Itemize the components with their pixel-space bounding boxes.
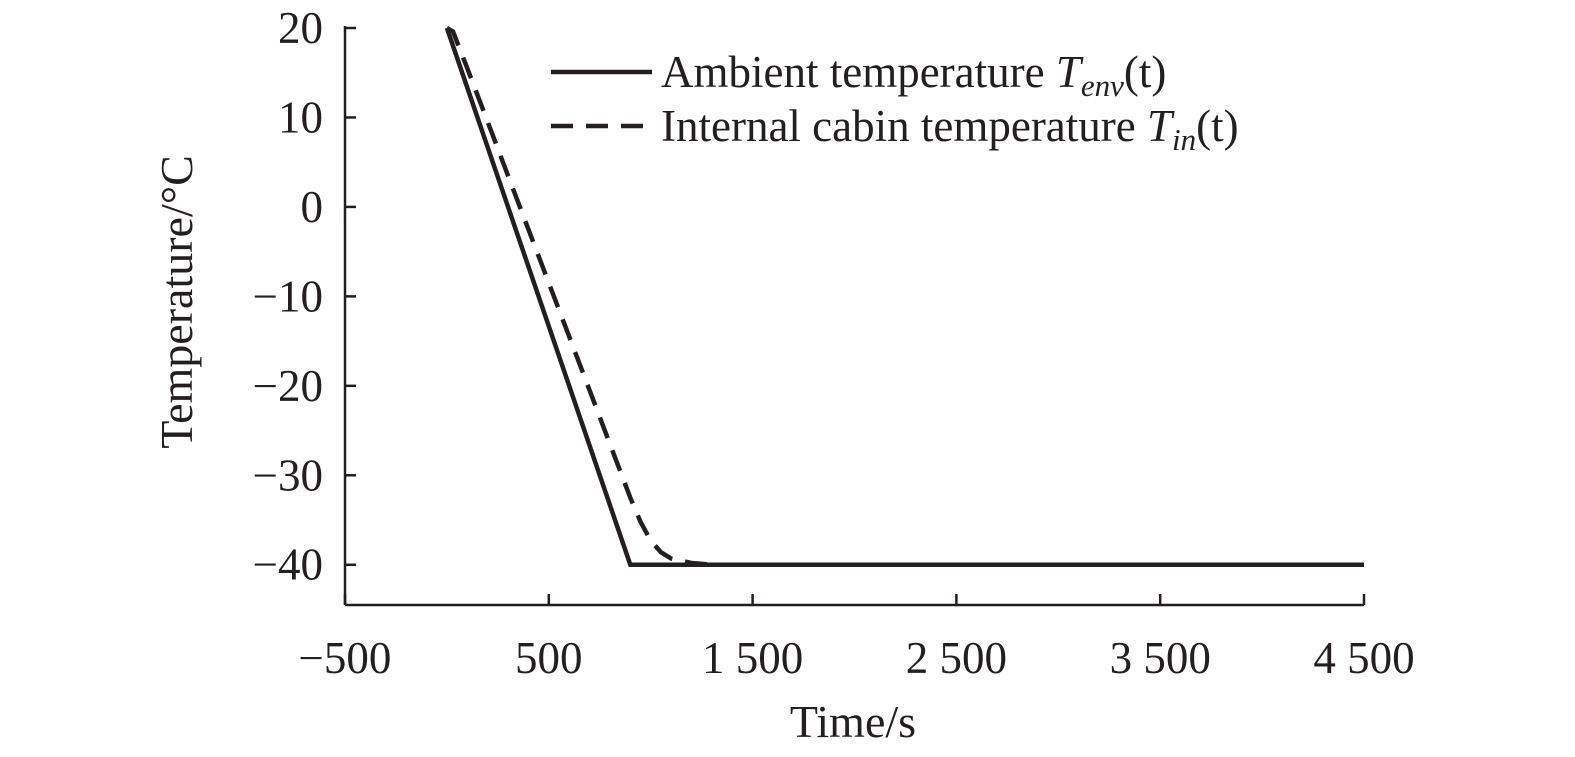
y-tick-label: 10 — [278, 92, 323, 142]
legend-label-internal: Internal cabin temperature Tin(t) — [661, 101, 1239, 157]
axes — [343, 26, 1364, 607]
x-tick-label: 1 500 — [702, 633, 803, 683]
legend-suffix-internal: (t) — [1196, 101, 1238, 151]
x-tick-label: −500 — [299, 633, 392, 683]
legend: Ambient temperature Tenv(t) Internal cab… — [551, 47, 1239, 157]
x-axis-ticks: −500 500 1 500 2 500 3 500 4 500 — [299, 594, 1415, 683]
x-tick-label: 500 — [515, 633, 583, 683]
series-group — [444, 26, 1364, 567]
y-tick-label: −30 — [253, 450, 323, 500]
legend-symbol-internal: T — [1147, 101, 1175, 151]
series-line-ambient — [444, 27, 1364, 567]
x-tick-label: 2 500 — [906, 633, 1007, 683]
legend-label-ambient: Ambient temperature Tenv(t) — [661, 47, 1166, 103]
y-tick-label: −10 — [253, 271, 323, 321]
y-tick-label: 20 — [278, 3, 323, 53]
x-tick-label: 4 500 — [1313, 633, 1414, 683]
y-tick-label: 0 — [301, 182, 324, 232]
x-tick-label: 3 500 — [1110, 633, 1211, 683]
legend-item-internal: Internal cabin temperature Tin(t) — [551, 101, 1239, 157]
x-axis-title: Time/s — [790, 696, 916, 747]
y-tick-label: −20 — [253, 361, 323, 411]
y-axis-title: Temperature/°C — [151, 155, 202, 449]
legend-suffix-ambient: (t) — [1124, 47, 1166, 97]
legend-subscript-ambient: env — [1081, 68, 1124, 103]
legend-prefix-internal: Internal cabin temperature — [661, 101, 1147, 151]
legend-prefix-ambient: Ambient temperature — [661, 47, 1056, 97]
y-tick-label: −40 — [253, 540, 323, 590]
legend-subscript-internal: in — [1172, 122, 1196, 157]
y-axis-ticks: 20 10 0 −10 −20 −30 −40 — [253, 3, 356, 590]
legend-item-ambient: Ambient temperature Tenv(t) — [551, 47, 1166, 103]
legend-symbol-ambient: T — [1056, 47, 1084, 97]
